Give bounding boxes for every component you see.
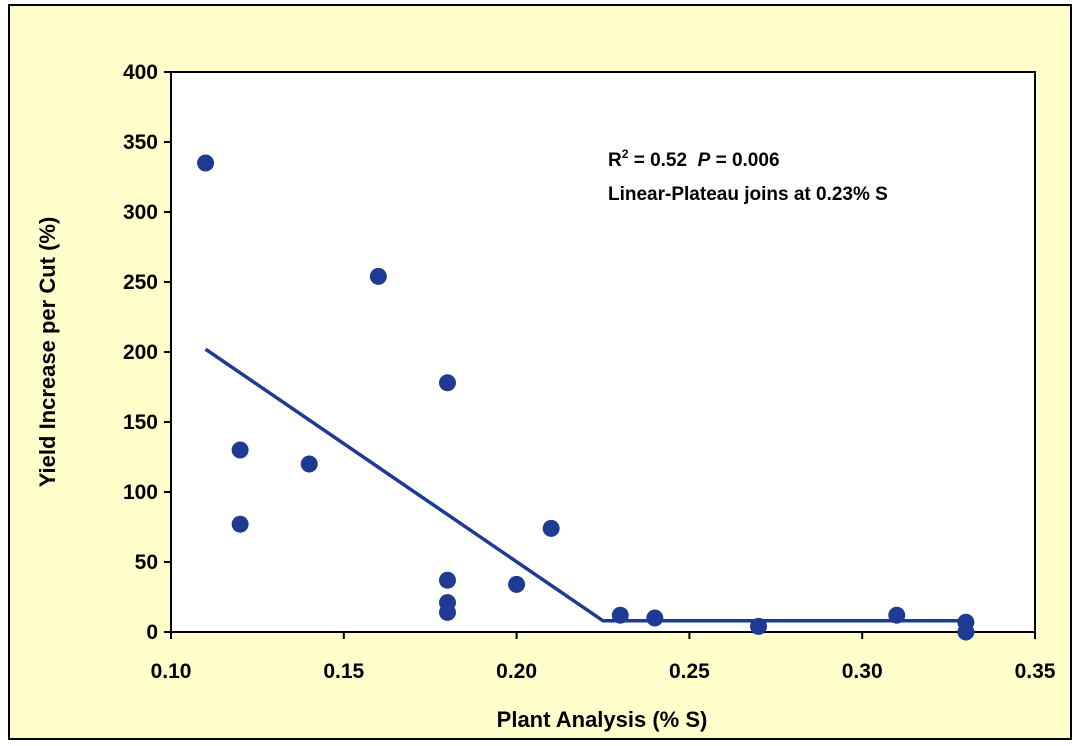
data-point bbox=[300, 455, 318, 473]
data-point bbox=[957, 623, 975, 641]
data-point bbox=[231, 515, 249, 533]
data-point bbox=[197, 154, 215, 172]
x-axis-ticks: 0.10 0.15 0.20 0.25 0.30 0.35 bbox=[151, 632, 1056, 683]
y-tick-label: 350 bbox=[123, 131, 158, 154]
plot-area bbox=[170, 71, 1036, 633]
y-tick-label: 50 bbox=[135, 551, 158, 574]
data-point bbox=[438, 571, 456, 589]
data-point bbox=[508, 575, 526, 593]
x-tick-label: 0.25 bbox=[669, 660, 710, 683]
r-squared-annotation: R2 = 0.52 P = 0.006 bbox=[608, 147, 780, 171]
x-tick-label: 0.10 bbox=[151, 660, 192, 683]
data-points bbox=[197, 154, 975, 641]
data-point bbox=[888, 606, 906, 624]
x-tick-label: 0.15 bbox=[323, 660, 364, 683]
y-tick-label: 200 bbox=[123, 341, 158, 364]
y-tick-label: 150 bbox=[123, 411, 158, 434]
y-axis-title: Yield Increase per Cut (%) bbox=[35, 217, 60, 488]
x-tick-label: 0.20 bbox=[496, 660, 537, 683]
data-point bbox=[542, 519, 560, 537]
y-tick-label: 250 bbox=[123, 271, 158, 294]
y-tick-label: 400 bbox=[123, 61, 158, 84]
data-point bbox=[750, 617, 768, 635]
y-tick-label: 100 bbox=[123, 481, 158, 504]
data-point bbox=[438, 374, 456, 392]
x-axis-title: Plant Analysis (% S) bbox=[497, 707, 708, 732]
x-tick-label: 0.35 bbox=[1015, 660, 1056, 683]
linear-plateau-annotation: Linear-Plateau joins at 0.23% S bbox=[608, 184, 888, 205]
data-point bbox=[369, 267, 387, 285]
y-axis-ticks: 0 50 100 150 200 250 300 350 400 bbox=[123, 61, 171, 644]
data-point bbox=[231, 441, 249, 459]
linear-plateau-fit-line bbox=[204, 347, 966, 623]
x-tick-label: 0.30 bbox=[842, 660, 883, 683]
y-tick-label: 0 bbox=[146, 621, 158, 644]
data-point bbox=[611, 606, 629, 624]
y-tick-label: 300 bbox=[123, 201, 158, 224]
data-point bbox=[438, 603, 456, 621]
data-point bbox=[646, 609, 664, 627]
